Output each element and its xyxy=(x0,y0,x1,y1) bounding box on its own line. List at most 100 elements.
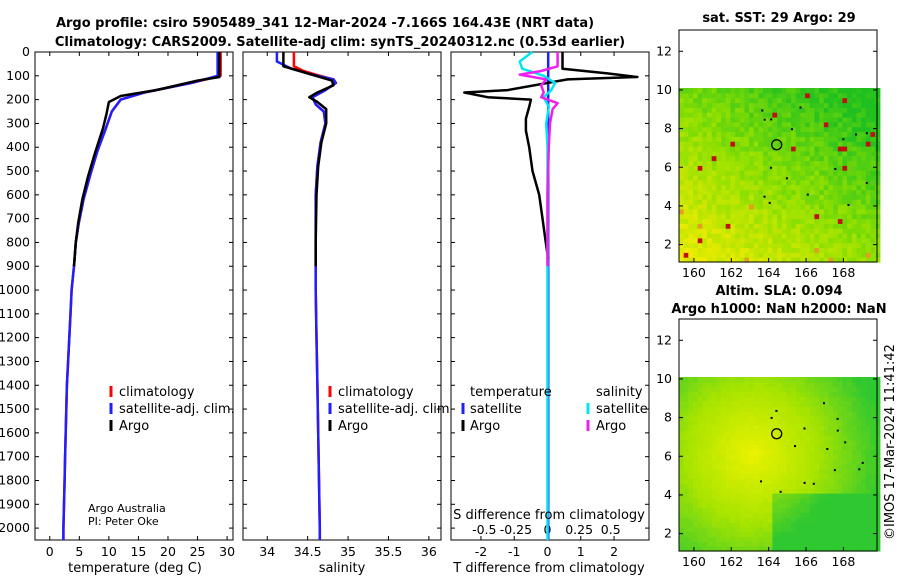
map-cell xyxy=(711,184,717,191)
map-cell xyxy=(865,165,872,171)
map-cell xyxy=(716,131,722,137)
map-cell xyxy=(847,401,853,407)
map-cell xyxy=(777,410,783,417)
map-cell xyxy=(679,444,685,451)
sla-map-subtitle: Altim. SLA: 0.094 xyxy=(716,284,843,299)
map-cell xyxy=(791,189,797,195)
map-cell xyxy=(837,483,844,489)
map-cell xyxy=(693,131,699,137)
map-x-tick-label: 164 xyxy=(757,265,781,280)
map-cell xyxy=(875,517,881,523)
map-cell xyxy=(711,522,717,528)
map-cell xyxy=(683,464,689,470)
map-cell xyxy=(777,464,783,470)
map-cell xyxy=(693,478,699,484)
map-cell xyxy=(828,415,834,422)
map-cell xyxy=(828,406,834,412)
map-cell xyxy=(688,223,694,229)
map-cell xyxy=(847,146,853,152)
map-cell xyxy=(837,377,844,383)
map-cell xyxy=(711,391,717,397)
map-cell xyxy=(837,141,844,147)
map-cell xyxy=(749,155,755,162)
map-cell xyxy=(870,502,876,509)
map-cell xyxy=(688,410,694,417)
map-cell xyxy=(725,102,731,108)
map-cell xyxy=(716,377,722,383)
map-cell xyxy=(847,410,853,417)
map-cell xyxy=(749,410,755,417)
map-cell xyxy=(833,526,839,533)
map-cell xyxy=(697,218,703,224)
map-cell xyxy=(716,401,722,407)
map-cell xyxy=(833,107,839,113)
map-cell xyxy=(707,155,713,162)
map-land-dot xyxy=(770,166,772,169)
map-cell xyxy=(688,522,694,528)
map-cell xyxy=(856,507,862,513)
map-cell xyxy=(772,97,778,104)
map-cell xyxy=(702,165,708,171)
map-cell xyxy=(763,439,769,446)
map-cell xyxy=(781,126,787,133)
map-cell xyxy=(730,131,736,137)
map-cell xyxy=(744,88,750,94)
map-cell xyxy=(781,473,787,480)
map-x-tick-label: 166 xyxy=(794,265,818,280)
map-cell xyxy=(725,425,731,431)
map-cell xyxy=(777,102,783,108)
map-cell xyxy=(679,218,685,224)
map-cell xyxy=(786,425,792,431)
map-cell xyxy=(711,126,717,133)
map-cell xyxy=(749,449,755,455)
map-cell xyxy=(763,237,769,244)
map-cell xyxy=(753,435,759,441)
map-cell xyxy=(851,381,858,388)
map-cell xyxy=(870,386,876,393)
map-cell xyxy=(716,160,722,166)
map-cell xyxy=(716,502,722,509)
map-cell xyxy=(702,381,708,388)
map-cell xyxy=(693,150,699,157)
map-cell xyxy=(805,121,811,128)
map-cell xyxy=(772,522,778,528)
map-cell xyxy=(777,121,783,128)
map-cell xyxy=(870,497,876,504)
map-cell xyxy=(767,141,773,147)
map-cell xyxy=(865,531,872,538)
map-cell xyxy=(721,102,727,108)
map-cell xyxy=(856,184,862,191)
map-cell xyxy=(828,386,834,393)
map-cell xyxy=(833,184,839,191)
map-cell xyxy=(735,92,741,99)
map-cell xyxy=(847,112,853,118)
map-cell xyxy=(861,526,867,533)
map-cell xyxy=(697,204,703,210)
map-cell xyxy=(861,223,867,229)
map-cell xyxy=(833,247,839,253)
map-cell xyxy=(800,546,806,552)
map-cell xyxy=(809,444,816,451)
map-cell xyxy=(753,102,759,108)
map-cell xyxy=(683,208,689,215)
map-cell xyxy=(711,131,717,137)
map-cell xyxy=(735,150,741,157)
map-cell xyxy=(679,396,685,402)
map-cell xyxy=(683,92,689,99)
map-cell xyxy=(786,522,792,528)
map-cell xyxy=(823,223,830,229)
map-cell xyxy=(809,483,816,489)
map-cell xyxy=(791,223,797,229)
map-cell xyxy=(805,439,811,446)
map-cell xyxy=(856,102,862,108)
map-cell xyxy=(786,531,792,538)
title-line-1: Argo profile: csiro 5905489_341 12-Mar-2… xyxy=(56,16,594,31)
map-cell xyxy=(707,112,713,118)
map-cell xyxy=(725,406,731,412)
map-cell xyxy=(786,136,792,142)
map-cell xyxy=(767,121,773,128)
map-cell xyxy=(791,218,797,224)
map-cell xyxy=(758,117,764,123)
map-cell xyxy=(786,401,792,407)
map-cell xyxy=(711,396,717,402)
